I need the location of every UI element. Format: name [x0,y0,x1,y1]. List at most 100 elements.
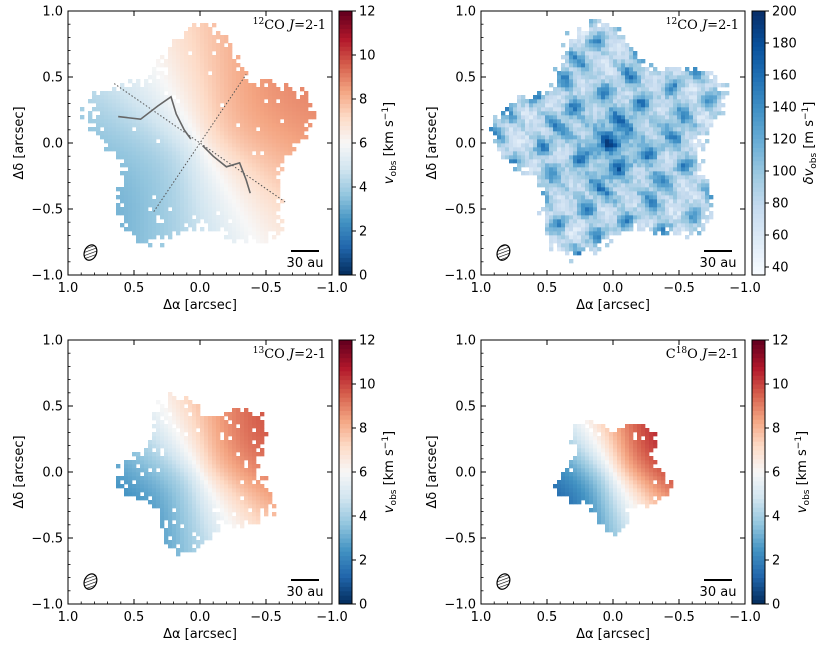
map-pixel [144,99,149,104]
map-pixel [180,496,185,501]
map-pixel [204,83,209,88]
map-pixel [236,199,241,204]
map-pixel [669,187,674,192]
map-pixel [585,67,590,72]
map-pixel [200,71,205,76]
map-pixel [212,135,217,140]
map-pixel [597,215,602,220]
map-pixel [697,115,702,120]
map-pixel [200,440,205,445]
map-pixel [164,223,169,228]
map-pixel [180,155,185,160]
map-pixel [697,95,702,100]
map-pixel [565,55,570,60]
map-pixel [208,43,213,48]
map-pixel [188,183,193,188]
map-pixel [196,99,201,104]
map-pixel [677,99,682,104]
map-pixel [160,187,165,192]
map-pixel [200,436,205,441]
map-pixel [541,115,546,120]
map-pixel [593,23,598,28]
map-pixel [180,420,185,425]
map-pixel [569,179,574,184]
map-pixel [533,135,538,140]
map-pixel [172,99,177,104]
map-pixel [220,159,225,164]
map-pixel [625,163,630,168]
map-pixel [196,215,201,220]
y-tick-label: 0.5 [455,71,476,86]
map-pixel [212,91,217,96]
map-pixel [156,436,161,441]
map-pixel [561,83,566,88]
map-pixel [589,163,594,168]
map-pixel [180,428,185,433]
map-pixel [232,135,237,140]
map-pixel [589,167,594,172]
map-pixel [228,103,233,108]
map-pixel [120,187,125,192]
map-pixel [625,63,630,68]
map-pixel [208,63,213,68]
map-pixel [613,215,618,220]
map-pixel [140,175,145,180]
map-pixel [657,199,662,204]
map-pixel [533,119,538,124]
map-pixel [244,159,249,164]
map-pixel [168,163,173,168]
map-pixel [585,103,590,108]
map-pixel [108,111,113,116]
y-axis-label: Δδ [arcsec] [12,106,27,179]
map-pixel [517,143,522,148]
map-pixel [593,27,598,32]
map-pixel [505,143,510,148]
map-pixel [300,95,305,100]
map-pixel [140,95,145,100]
map-pixel [192,107,197,112]
map-pixel [557,135,562,140]
map-pixel [653,151,658,156]
map-pixel [160,227,165,232]
map-pixel [581,195,586,200]
map-pixel [204,436,209,441]
map-pixel [200,476,205,481]
map-pixel [625,159,630,164]
map-pixel [260,123,265,128]
map-pixel [284,91,289,96]
map-pixel [697,79,702,84]
map-pixel [144,207,149,212]
map-pixel [565,203,570,208]
map-pixel [641,75,646,80]
x-tick-label: −1.0 [729,281,761,296]
map-pixel [176,67,181,72]
map-pixel [128,207,133,212]
map-pixel [697,143,702,148]
map-pixel [601,83,606,88]
map-pixel [689,131,694,136]
map-pixel [196,39,201,44]
map-pixel [561,239,566,244]
map-pixel [685,147,690,152]
map-pixel [561,167,566,172]
map-pixel [176,211,181,216]
map-pixel [653,111,658,116]
map-pixel [577,115,582,120]
map-pixel [609,95,614,100]
map-pixel [176,75,181,80]
map-pixel [509,147,514,152]
map-pixel [184,396,189,401]
map-pixel [561,115,566,120]
map-pixel [633,147,638,152]
map-pixel [573,171,578,176]
map-pixel [208,83,213,88]
map-pixel [132,95,137,100]
map-pixel [653,215,658,220]
map-pixel [577,195,582,200]
map-pixel [689,195,694,200]
map-pixel [160,199,165,204]
map-pixel [168,436,173,441]
colorbar-segment [339,257,352,263]
colorbar-tick-label: 0 [359,269,367,284]
map-pixel [168,396,173,401]
